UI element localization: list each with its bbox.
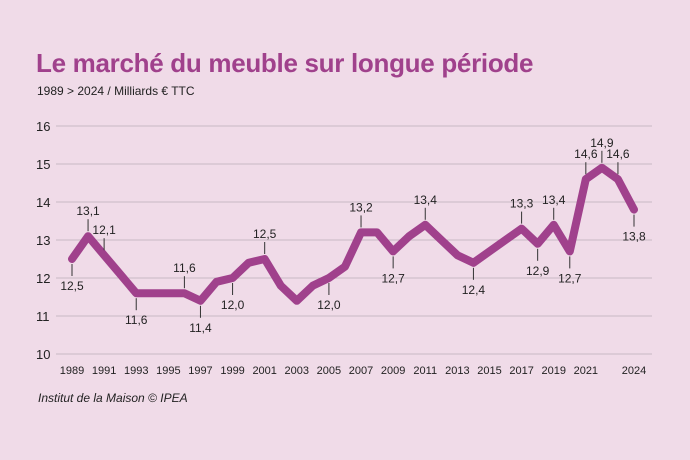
- y-tick-label: 10: [36, 347, 50, 362]
- data-label: 13,4: [542, 193, 566, 207]
- data-label: 13,3: [510, 197, 534, 211]
- data-label: 14,6: [574, 147, 598, 161]
- data-label: 11,4: [189, 321, 212, 335]
- data-label: 11,6: [173, 261, 196, 275]
- source-credit: Institut de la Maison © IPEA: [38, 391, 188, 405]
- x-tick-label: 2017: [509, 365, 533, 377]
- y-tick-label: 16: [36, 119, 50, 134]
- data-label: 12,0: [317, 298, 341, 312]
- x-tick-label: 2024: [622, 365, 646, 377]
- data-label: 14,6: [606, 147, 630, 161]
- x-tick-label: 1993: [124, 365, 148, 377]
- x-tick-label: 2019: [541, 365, 565, 377]
- x-tick-label: 1997: [188, 365, 212, 377]
- data-label: 12,5: [60, 279, 84, 293]
- x-tick-label: 2021: [574, 365, 598, 377]
- chart-subtitle: 1989 > 2024 / Milliards € TTC: [37, 84, 195, 98]
- data-label: 12,1: [92, 223, 116, 237]
- x-tick-label: 1999: [220, 365, 244, 377]
- data-label: 13,8: [622, 230, 646, 244]
- x-tick-label: 2007: [349, 365, 373, 377]
- x-tick-label: 1995: [156, 365, 180, 377]
- x-tick-label: 2015: [477, 365, 501, 377]
- data-label: 12,7: [558, 271, 582, 285]
- x-tick-label: 2001: [252, 365, 276, 377]
- data-label: 13,2: [349, 200, 373, 214]
- x-tick-label: 1991: [92, 365, 116, 377]
- data-label: 12,7: [381, 271, 405, 285]
- y-tick-label: 14: [36, 195, 50, 210]
- data-label: 12,5: [253, 227, 277, 241]
- x-tick-label: 2005: [317, 365, 341, 377]
- data-label: 12,9: [526, 264, 550, 278]
- x-tick-label: 2003: [285, 365, 309, 377]
- chart-title: Le marché du meuble sur longue période: [36, 48, 534, 78]
- data-label: 13,1: [76, 204, 100, 218]
- data-label: 14,9: [590, 136, 614, 150]
- y-tick-label: 13: [36, 233, 50, 248]
- data-label: 12,4: [462, 283, 486, 297]
- x-tick-label: 1989: [60, 365, 84, 377]
- x-tick-label: 2011: [413, 365, 437, 377]
- x-tick-label: 2013: [445, 365, 469, 377]
- y-tick-label: 11: [36, 309, 50, 324]
- data-label: 11,6: [125, 313, 148, 327]
- y-tick-label: 12: [36, 271, 50, 286]
- series-line: [68, 163, 638, 305]
- y-tick-label: 15: [36, 157, 50, 172]
- x-tick-label: 2009: [381, 365, 405, 377]
- data-label: 12,0: [221, 298, 245, 312]
- data-label: 13,4: [414, 193, 438, 207]
